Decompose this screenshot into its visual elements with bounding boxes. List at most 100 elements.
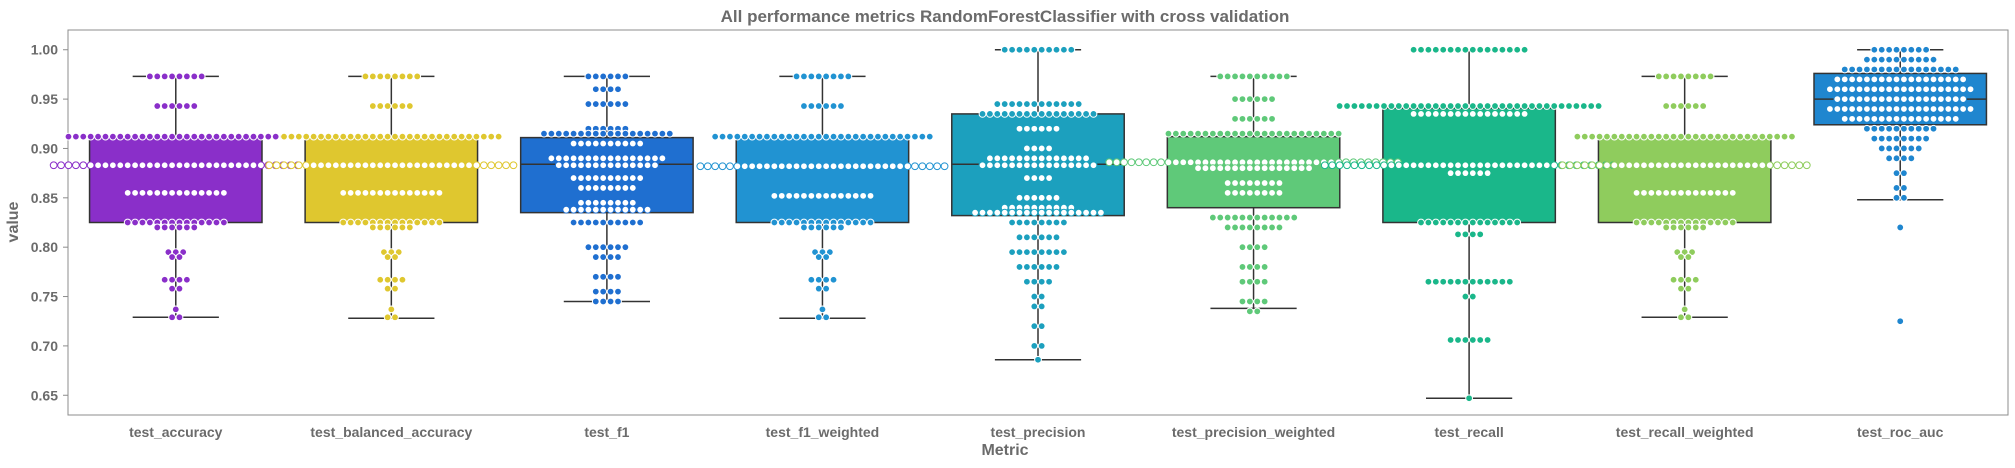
swarm-point [599,272,608,281]
swarm-point [1900,65,1908,74]
swarm-point [1067,154,1076,163]
swarm-point [599,297,608,306]
swarm-point [1535,102,1544,110]
swarm-point [1848,65,1857,74]
swarm-point [1387,161,1396,170]
swarm-point [599,139,608,148]
swarm-point [599,287,608,296]
swarm-point [1282,129,1291,138]
swarm-point [1030,263,1039,271]
swarm-point [346,161,355,170]
swarm-point [1573,161,1582,170]
swarm-point [837,132,845,141]
swarm-point [1498,277,1507,286]
swarm-point [138,161,147,170]
swarm-point [354,161,362,170]
swarm-point [844,191,853,200]
swarm-point [145,161,154,170]
swarm-point [1848,105,1857,113]
swarm-point [391,161,399,170]
swarm-point [1282,213,1291,222]
swarm-point [1260,277,1269,286]
swarm-point [1030,277,1039,286]
swarm-point [636,205,645,214]
swarm-point [1632,218,1641,227]
swarm-point [168,223,176,232]
swarm-point [1907,85,1916,94]
swarm-point [457,132,466,141]
swarm-point [1669,72,1678,81]
swarm-point [859,162,868,171]
swarm-point [1023,144,1031,153]
swarm-point [814,275,823,284]
swarm-point [814,313,823,322]
swarm-point [1334,129,1343,138]
swarm-point [1680,305,1689,314]
swarm-point [628,139,637,148]
swarm-point [383,275,392,284]
swarm-point [160,223,169,232]
swarm-point [1914,114,1923,123]
swarm-point [584,72,593,81]
swarm-point [1260,188,1269,197]
swarm-point [1231,72,1239,81]
swarm-point [599,129,608,138]
swarm-point [621,198,630,207]
swarm-point [1721,218,1730,227]
swarm-point [1268,95,1276,104]
swarm-point [1877,65,1886,74]
swarm-point [1654,218,1663,227]
swarm-point [1253,213,1262,222]
swarm-point [1900,124,1908,133]
swarm-point [606,253,615,261]
swarm-point [1328,161,1337,170]
swarm-point [986,110,994,118]
swarm-point [1446,110,1455,118]
swarm-point [599,253,608,261]
swarm-point [993,208,1002,217]
swarm-point [658,129,667,138]
swarm-point [1728,218,1737,227]
swarm-point [785,191,794,200]
swarm-point [1498,110,1507,118]
swarm-point [1282,72,1291,81]
swarm-point [1640,188,1648,197]
swarm-point [814,253,823,261]
swarm-point [383,72,392,81]
swarm-point [280,161,288,170]
swarm-point [614,198,622,207]
swarm-point [1855,75,1864,84]
swarm-point [859,132,868,141]
swarm-point [1372,161,1381,170]
swarm-point [1573,132,1582,141]
swarm-point [829,72,838,81]
box-test_recall [1382,48,1557,399]
swarm-point [1454,218,1462,227]
swarm-point [1855,114,1864,123]
swarm-point [160,188,169,197]
swarm-point [606,85,615,94]
swarm-point [1030,341,1039,350]
swarm-point [1223,179,1232,187]
swarm-point [1335,161,1344,170]
swarm-point [197,161,206,170]
swarm-point [1223,129,1232,138]
swarm-point [361,132,370,141]
swarm-point [606,161,615,170]
swarm-point [800,191,808,200]
swarm-point [420,161,429,170]
swarm-point [1037,110,1046,118]
swarm-point [1714,132,1722,141]
box-iqr [519,136,694,214]
swarm-point [1877,124,1886,133]
swarm-point [420,218,429,227]
swarm-point [376,132,385,141]
swarm-point [1959,105,1968,113]
swarm-point [1900,75,1908,84]
swarm-point [1238,277,1247,286]
swarm-point [1721,161,1730,170]
swarm-point [1476,161,1485,170]
swarm-point [1922,55,1931,64]
swarm-point [1319,129,1328,138]
swarm-point [1929,114,1938,123]
